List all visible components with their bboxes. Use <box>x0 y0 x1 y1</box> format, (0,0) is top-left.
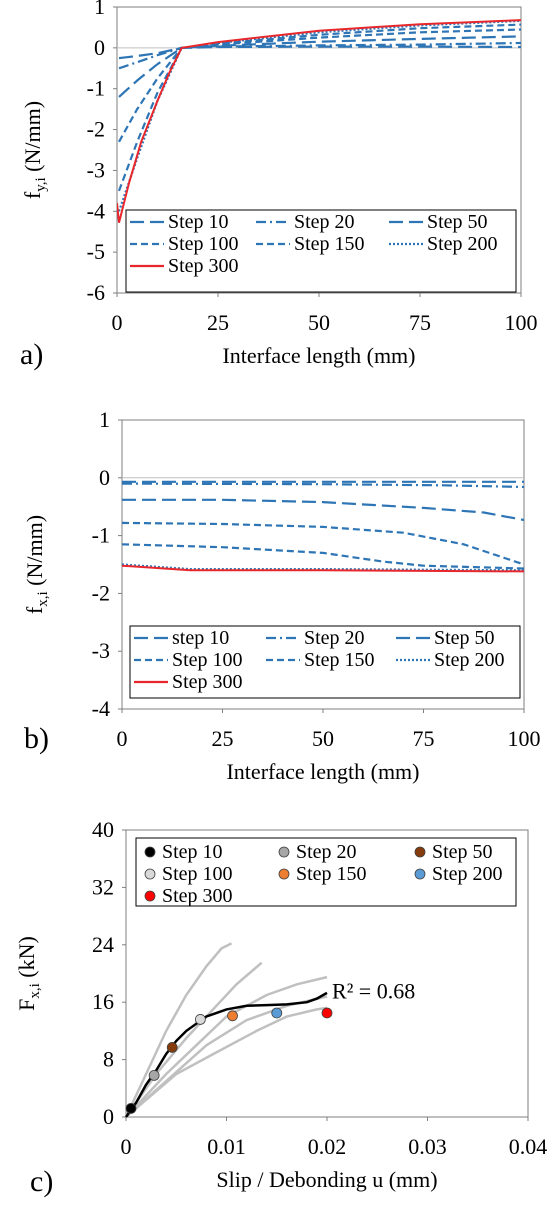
panel-3-legend-marker <box>144 868 156 880</box>
panel-1-legend-label: Step 300 <box>168 255 239 277</box>
panel-1-legend-label: Step 20 <box>294 211 355 233</box>
panel-3-background-curve <box>125 975 328 1118</box>
panel-3-point-step-10 <box>125 1102 137 1114</box>
panel-1-series-step-100 <box>118 28 521 143</box>
panel-1-series-step-150 <box>117 23 521 192</box>
panel-3-ytick-label: 32 <box>92 874 114 899</box>
panel-3-legend-marker <box>414 868 426 880</box>
panel-3-ytick-label: 24 <box>92 932 114 957</box>
panel-3-legend-marker <box>414 846 426 858</box>
panel-1-xtick-label: 0 <box>112 310 123 335</box>
panel-2-panel-label: b) <box>24 722 49 755</box>
panel-3-legend-label: Step 150 <box>296 863 367 885</box>
panel-3-point-step-100 <box>194 1014 206 1025</box>
panel-2-ytick-label: -4 <box>92 696 110 721</box>
panel-2-legend-label: Step 20 <box>304 627 365 649</box>
panel-1-ytick-label: -5 <box>87 239 105 264</box>
panel-1-series-step-20 <box>118 41 521 70</box>
panel-1-ytick-label: -6 <box>87 280 105 305</box>
panel-3-y-axis-label: Fx,i (kN) <box>14 936 43 1011</box>
panel-2-y-axis-label: fx,i (N/mm) <box>22 515 51 614</box>
panel-1-y-axis-label: fy,i (N/mm) <box>20 101 49 199</box>
panel-2-ytick-label: 0 <box>99 465 110 490</box>
panel-3-point-step-150 <box>227 1010 238 1022</box>
panel-2-series-step-50 <box>122 498 524 522</box>
panel-1-series-step-300 <box>117 19 521 223</box>
panel-3-legend-label: Step 100 <box>162 863 233 885</box>
panel-2-xtick-label: 25 <box>212 726 234 751</box>
panel-3-ytick-label: 16 <box>92 989 114 1014</box>
panel-2-ytick-label: 1 <box>99 407 110 432</box>
panel-3-xtick-label: 0 <box>121 1134 132 1159</box>
panel-3-point-step-200 <box>271 1007 283 1019</box>
panel-1-xtick-label: 50 <box>308 310 330 335</box>
panel-3-ytick-label: 8 <box>103 1047 114 1072</box>
panel-2-legend-label: Step 50 <box>434 627 495 649</box>
panel-3-point-step-300 <box>321 1007 333 1019</box>
panel-2-ytick-label: -2 <box>92 580 110 605</box>
panel-2-legend-label: Step 150 <box>304 649 375 671</box>
panel-1-xtick-label: 100 <box>505 310 538 335</box>
panel-1-legend-label: Step 200 <box>427 233 498 255</box>
panel-3-r-squared-annotation: R² = 0.68 <box>332 978 415 1003</box>
panel-1-xtick-label: 25 <box>207 310 229 335</box>
panel-2-series-step-200 <box>122 563 524 572</box>
panel-2-xtick-label: 100 <box>508 726 541 751</box>
panel-2-series-step-150 <box>122 543 524 570</box>
panel-3-point-step-20 <box>148 1069 160 1081</box>
panel-2-legend-label: Step 200 <box>434 649 505 671</box>
panel-1-ytick-label: 0 <box>94 35 105 60</box>
panel-2-xtick-label: 0 <box>117 726 128 751</box>
panel-3-xtick-label: 0.02 <box>308 1134 347 1159</box>
panel-3-background-curve <box>124 942 233 1118</box>
panel-3-xtick-label: 0.04 <box>509 1134 548 1159</box>
panel-1-series-step-50 <box>118 35 521 98</box>
panel-1-legend-label: Step 150 <box>294 233 365 255</box>
panel-1-panel-label: a) <box>20 338 43 371</box>
panel-1-ytick-label: -1 <box>87 76 105 101</box>
panel-3-legend-label: Step 20 <box>296 841 357 863</box>
panel-2-xtick-label: 50 <box>312 726 334 751</box>
panel-2-series-step-100 <box>122 521 524 566</box>
panel-2-ytick-label: -3 <box>92 638 110 663</box>
panel-3-trendline <box>124 991 328 1118</box>
panel-1-x-axis-label: Interface length (mm) <box>222 343 415 368</box>
panel-2-legend-label: Step 300 <box>172 671 243 693</box>
panel-3-ytick-label: 40 <box>92 817 114 842</box>
panel-2-legend-label: Step 100 <box>172 649 243 671</box>
panel-3-legend-label: Step 200 <box>432 863 503 885</box>
panel-2-xtick-label: 75 <box>413 726 435 751</box>
panel-3-legend-label: Step 50 <box>432 841 493 863</box>
panel-2-legend <box>129 625 521 699</box>
panel-3-legend <box>135 837 517 907</box>
panel-3-legend-marker <box>144 846 156 858</box>
panel-3-legend-label: Step 10 <box>162 841 223 863</box>
panel-1-ytick-label: 1 <box>94 0 105 19</box>
panel-2-ytick-label: -1 <box>92 523 110 548</box>
panel-3-legend-label: Step 300 <box>162 885 233 907</box>
panel-3-legend-marker <box>278 846 290 858</box>
panel-3-legend-marker <box>278 868 290 880</box>
panel-1-legend-label: Step 50 <box>427 211 488 233</box>
panel-2-series-step-300 <box>122 564 524 573</box>
panel-1-legend-label: Step 10 <box>168 211 229 233</box>
panel-3-background-curve <box>125 1006 328 1118</box>
panel-3-xtick-label: 0.03 <box>408 1134 447 1159</box>
panel-3-point-step-50 <box>166 1042 178 1053</box>
panel-1-ytick-label: -2 <box>87 117 105 142</box>
panel-3-ytick-label: 0 <box>103 1104 114 1129</box>
panel-2-series-step-20 <box>122 482 524 489</box>
panel-3-x-axis-label: Slip / Debonding u (mm) <box>216 1167 437 1192</box>
panel-3-xtick-label: 0.01 <box>207 1134 246 1159</box>
panel-1-legend <box>125 209 517 293</box>
panel-3-legend-marker <box>144 890 156 902</box>
panel-1-ytick-label: -4 <box>87 198 105 223</box>
panel-1-legend-label: Step 100 <box>168 233 239 255</box>
panel-2-legend-label: step 10 <box>172 627 229 649</box>
panel-3-panel-label: c) <box>30 1165 53 1198</box>
panel-1-xtick-label: 75 <box>409 310 431 335</box>
panel-1-ytick-label: -3 <box>87 157 105 182</box>
panel-2-x-axis-label: Interface length (mm) <box>226 759 419 784</box>
